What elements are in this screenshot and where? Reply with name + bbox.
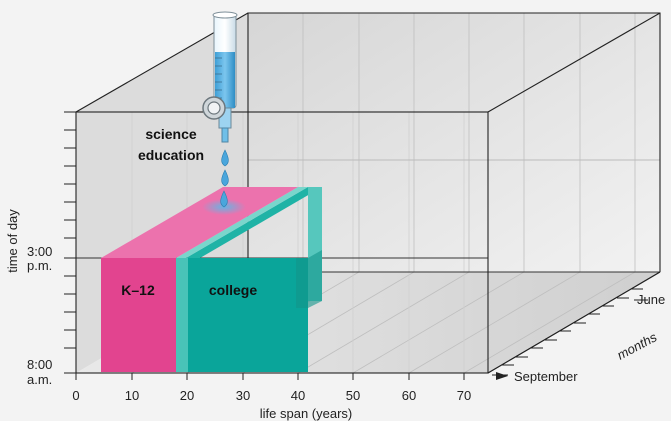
college-front	[186, 258, 308, 372]
eight-am-line2: a.m.	[27, 372, 52, 387]
x-tick-20: 20	[180, 388, 194, 403]
x-tick-60: 60	[402, 388, 416, 403]
back-wall	[248, 13, 660, 272]
three-pm-line1: 3:00	[27, 244, 52, 259]
september-arrow	[496, 372, 508, 380]
water-drops	[220, 149, 229, 208]
time-axis-ticks	[64, 111, 76, 374]
x-tick-50: 50	[346, 388, 360, 403]
x-tick-0: 0	[72, 388, 79, 403]
college-block	[176, 187, 322, 372]
eight-am-line1: 8:00	[27, 357, 52, 372]
k12-block	[101, 187, 298, 372]
x-tick-labels: 0 10 20 30 40 50 60 70	[72, 388, 471, 403]
k12-top	[101, 187, 298, 258]
months-label: months	[615, 329, 660, 362]
x-axis-label: life span (years)	[260, 406, 352, 421]
x-tick-70: 70	[457, 388, 471, 403]
y-axis-label: time of day	[5, 209, 20, 273]
lifespan-axis-ticks	[75, 373, 465, 380]
pipette-icon	[202, 11, 238, 143]
june-label: June	[637, 292, 665, 307]
k12-front	[101, 258, 176, 372]
k12-label: K–12	[121, 282, 155, 298]
three-pm-line2: p.m.	[27, 258, 52, 273]
education-label: education	[138, 147, 204, 163]
x-tick-40: 40	[291, 388, 305, 403]
science-label: science	[145, 126, 197, 142]
college-label: college	[209, 282, 257, 298]
x-tick-30: 30	[236, 388, 250, 403]
x-tick-10: 10	[125, 388, 139, 403]
september-label: September	[514, 369, 578, 384]
college-top	[176, 187, 308, 258]
months-axis	[487, 271, 661, 376]
